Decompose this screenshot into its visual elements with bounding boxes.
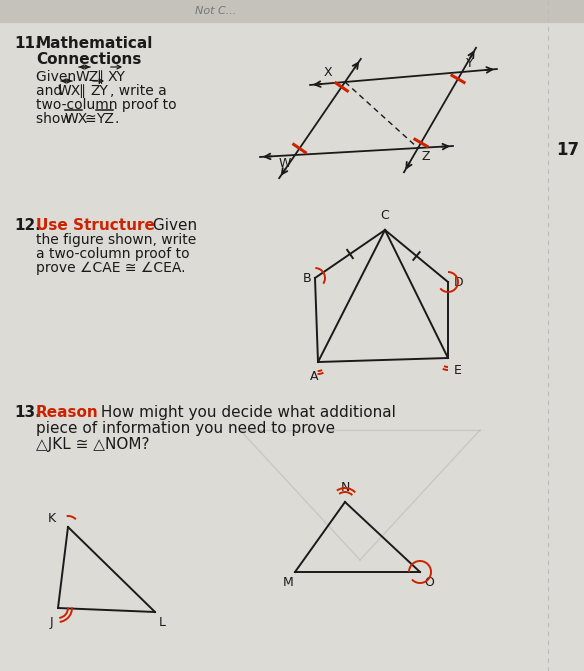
Text: M: M [283,576,294,589]
Text: 11.: 11. [14,36,41,51]
Text: 13.: 13. [14,405,41,420]
Text: Y: Y [466,57,474,70]
Text: 12.: 12. [14,218,41,233]
Text: Connections: Connections [36,52,141,67]
Text: , write a: , write a [110,84,167,98]
Text: YZ: YZ [96,112,114,126]
Text: K: K [48,512,56,525]
Text: a two-column proof to: a two-column proof to [36,247,190,261]
Text: 17: 17 [557,141,579,159]
Text: W: W [279,157,291,170]
Text: ∥: ∥ [78,84,85,98]
Text: Given: Given [148,218,197,233]
Text: Reason: Reason [36,405,99,420]
Text: WX: WX [58,84,81,98]
Text: N: N [340,481,350,494]
Text: the figure shown, write: the figure shown, write [36,233,196,247]
Text: A: A [310,370,318,383]
Text: two-column proof to: two-column proof to [36,98,176,112]
Text: XY: XY [108,70,126,84]
Text: Use Structure: Use Structure [36,218,155,233]
Text: L: L [159,616,166,629]
Text: prove ∠CAE ≅ ∠CEA.: prove ∠CAE ≅ ∠CEA. [36,261,186,275]
Text: △JKL ≅ △NOM?: △JKL ≅ △NOM? [36,437,150,452]
Text: D: D [454,276,464,289]
Text: Not C...: Not C... [195,6,237,16]
Text: C: C [381,209,390,222]
Text: ZY: ZY [90,84,108,98]
Text: E: E [454,364,462,377]
Text: and: and [36,84,67,98]
Text: .: . [115,112,119,126]
Text: WX: WX [65,112,88,126]
Text: B: B [303,272,312,285]
Text: How might you decide what additional: How might you decide what additional [96,405,396,420]
Text: X: X [324,66,332,79]
Text: ∥: ∥ [96,70,103,84]
Text: piece of information you need to prove: piece of information you need to prove [36,421,335,436]
Text: O: O [424,576,434,589]
Text: show: show [36,112,76,126]
Text: WZ: WZ [76,70,99,84]
Text: J: J [50,616,54,629]
Text: Mathematical: Mathematical [36,36,154,51]
Text: Z: Z [422,150,430,163]
Text: ≅: ≅ [85,112,96,126]
Text: Given: Given [36,70,81,84]
